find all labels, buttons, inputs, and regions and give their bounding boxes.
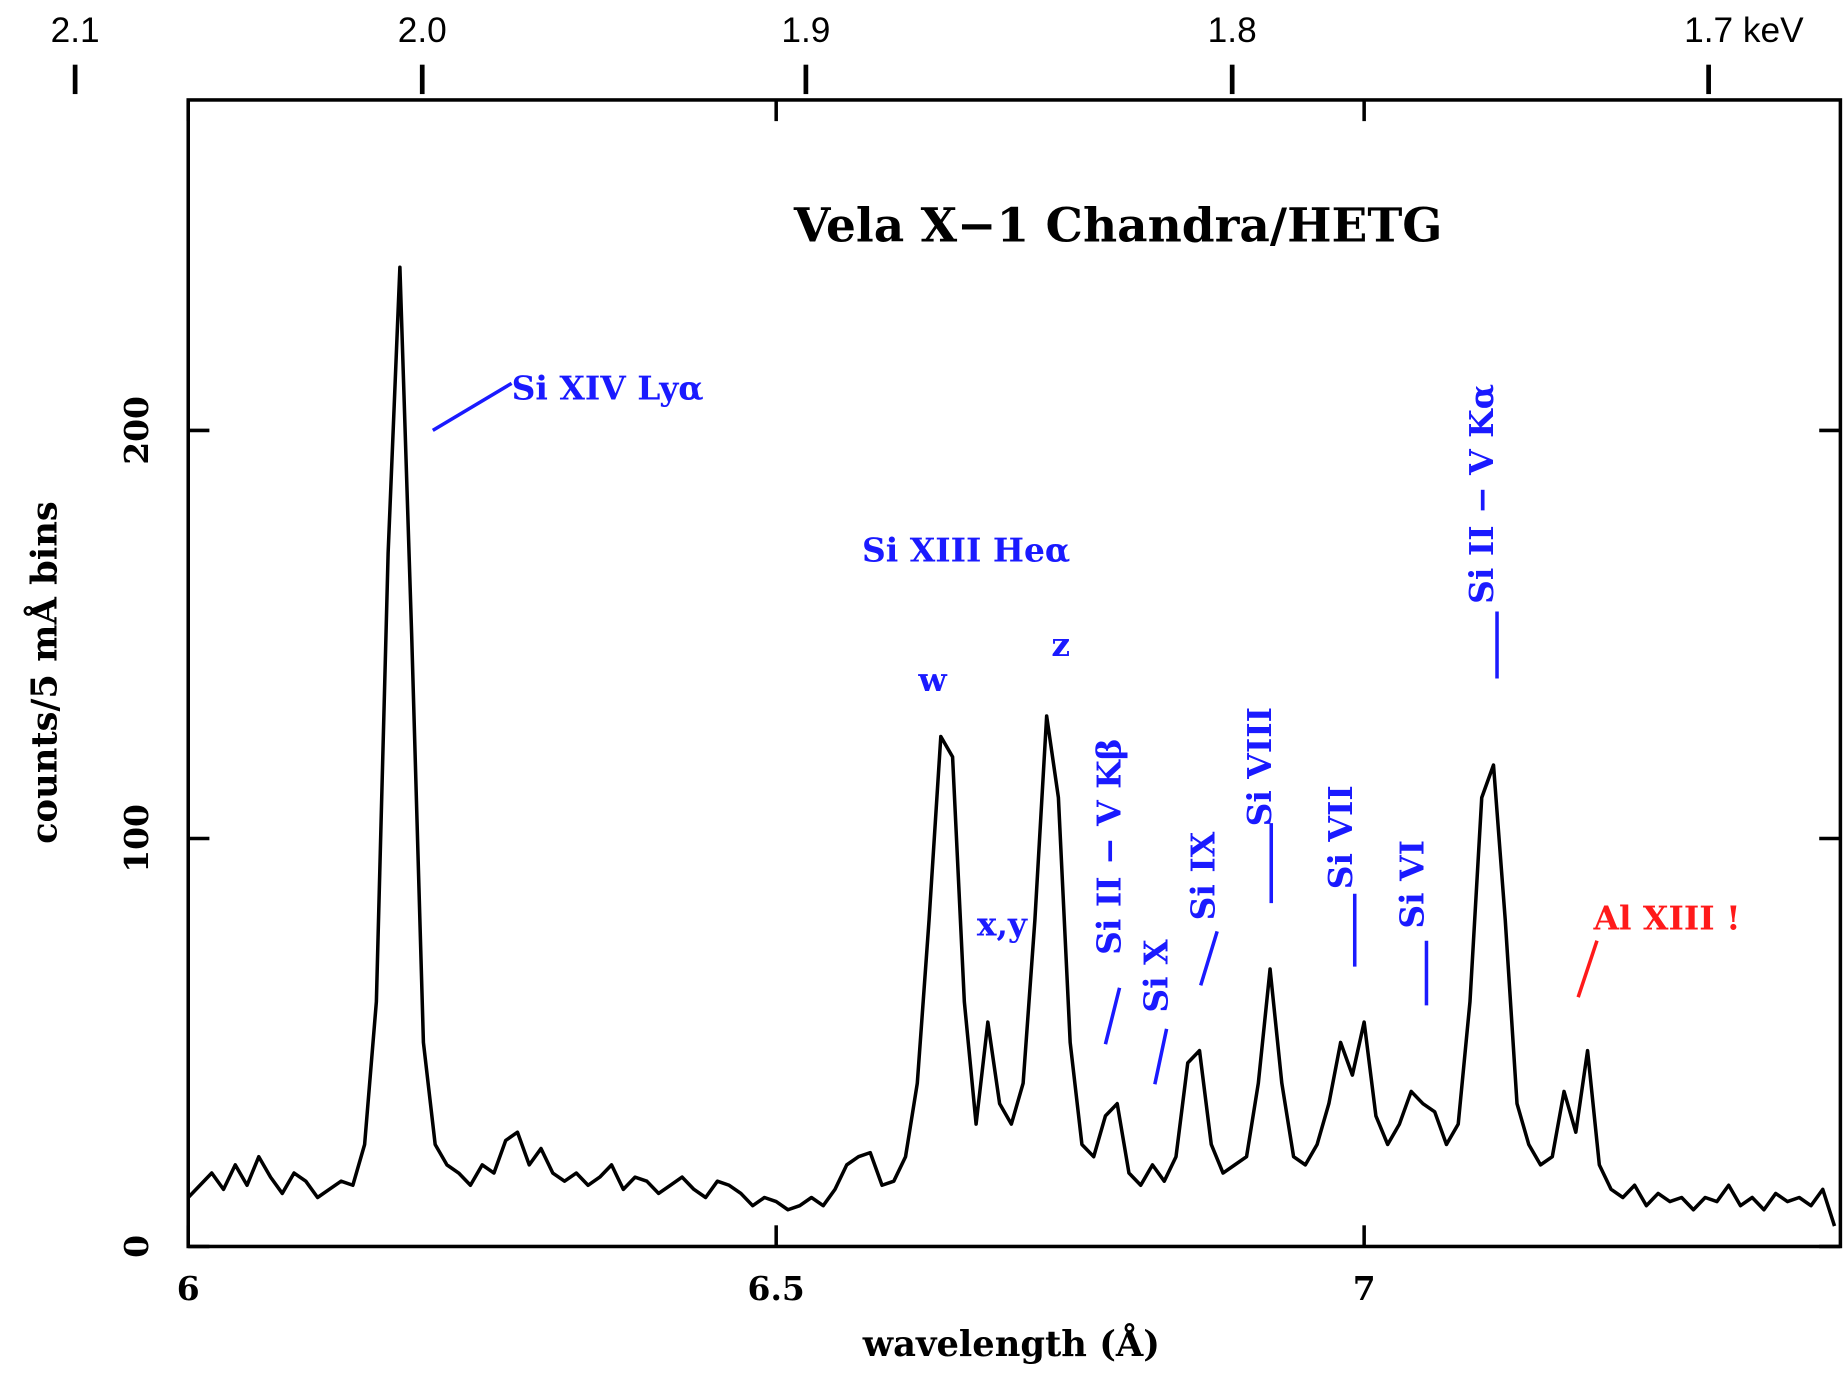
top-tick-label: 2.0 xyxy=(398,11,447,50)
annotation: z xyxy=(1051,625,1070,664)
y-axis-label: counts/5 mÅ bins xyxy=(24,501,66,844)
leader-line xyxy=(1103,987,1122,1045)
annotation: Si X xyxy=(1136,939,1175,1013)
y-tick-label: 100 xyxy=(117,804,156,873)
x-tick-label: 7 xyxy=(1353,1269,1376,1308)
leader-line xyxy=(1199,930,1219,986)
annotation: Si VII xyxy=(1321,785,1360,889)
annotation: Si VIII xyxy=(1240,707,1279,826)
chart-title: Vela X−1 Chandra/HETG xyxy=(793,198,1443,253)
spectrum-line xyxy=(186,265,1837,1227)
annotation: w xyxy=(917,660,947,699)
top-tick-label: 1.8 xyxy=(1208,11,1257,50)
leader-line xyxy=(431,381,513,432)
x-tick-label: 6 xyxy=(177,1269,200,1308)
annotation: Al XIII ! xyxy=(1592,899,1740,938)
y-tick-label: 200 xyxy=(117,396,156,465)
top-tick-label: 1.7 keV xyxy=(1684,11,1804,50)
annotation: Si XIV Lyα xyxy=(512,368,704,407)
leader-line xyxy=(1153,1028,1169,1085)
y-tick-label: 0 xyxy=(117,1235,156,1258)
annotation: Si II − V Kβ xyxy=(1089,738,1128,954)
annotation: x,y xyxy=(977,905,1028,944)
annotation: Si XIII Heα xyxy=(862,531,1070,570)
annotation: Si IX xyxy=(1183,831,1222,920)
top-tick-label: 2.1 xyxy=(51,11,100,50)
top-tick-label: 1.9 xyxy=(781,11,830,50)
x-tick-label: 6.5 xyxy=(748,1269,805,1308)
plot-frame xyxy=(186,98,1843,1249)
x-axis-label: wavelength (Å) xyxy=(862,1323,1160,1365)
annotation: Si II − V Kα xyxy=(1462,384,1501,604)
annotation: Si VI xyxy=(1393,840,1432,929)
leader-lines xyxy=(431,381,1599,1085)
leader-line xyxy=(1576,940,1599,998)
